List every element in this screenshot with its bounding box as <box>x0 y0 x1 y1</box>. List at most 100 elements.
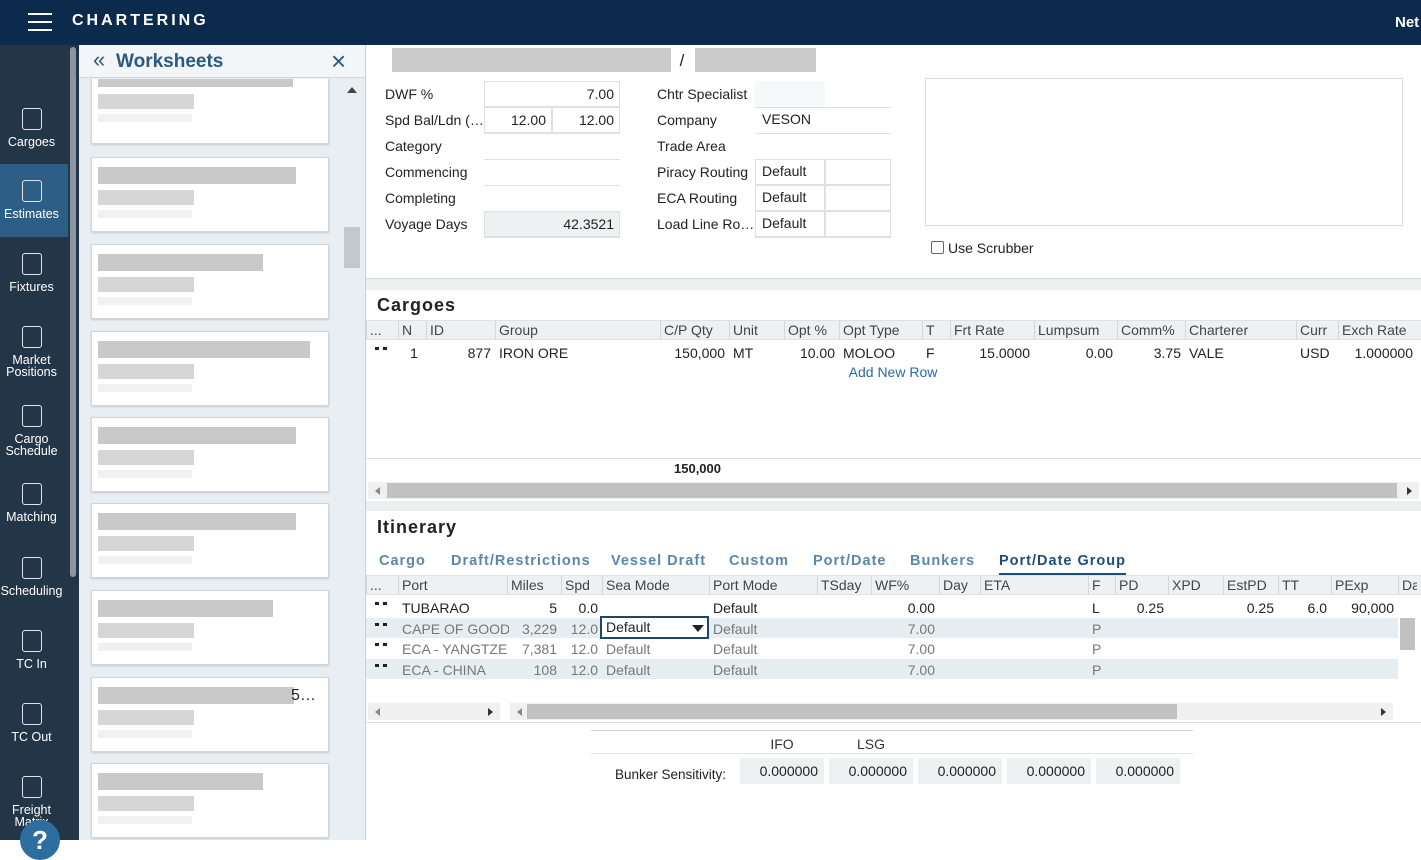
tab[interactable]: Custom <box>729 553 789 569</box>
col-divider <box>922 321 923 339</box>
nav-icon <box>22 703 42 725</box>
row-menu[interactable] <box>375 602 387 606</box>
scroll-arrow[interactable] <box>1407 487 1412 495</box>
nav-label[interactable]: Matching <box>6 510 57 524</box>
tab[interactable]: Port/Date Group <box>999 551 1126 575</box>
nav-label[interactable]: Market Positions <box>6 353 57 379</box>
ws-card[interactable] <box>91 417 329 492</box>
bunker-input[interactable] <box>918 758 1002 784</box>
bunker-input[interactable] <box>1096 758 1180 784</box>
dropdown[interactable] <box>600 616 709 639</box>
nav-label[interactable]: TC Out <box>11 730 52 744</box>
bunker-input[interactable] <box>829 758 913 784</box>
column-header: ... <box>370 577 382 593</box>
redacted <box>98 94 194 109</box>
nav-label[interactable]: Cargoes <box>7 135 56 149</box>
bunker-label: Bunker Sensitivity: <box>614 767 726 782</box>
row-menu[interactable] <box>375 663 387 668</box>
help-button[interactable]: ? <box>20 820 60 860</box>
ws-card[interactable] <box>91 244 329 319</box>
cell: 108 <box>533 661 557 678</box>
input-box[interactable] <box>484 107 552 133</box>
input-box[interactable] <box>755 185 825 211</box>
scroll-arrow[interactable] <box>375 487 380 495</box>
ws-card[interactable] <box>91 79 329 144</box>
notes-box[interactable] <box>925 78 1403 226</box>
dropdown-value: Default <box>606 619 651 635</box>
scroll-arrow[interactable] <box>375 708 380 716</box>
col-divider <box>1338 321 1339 339</box>
bunker-input[interactable] <box>1007 758 1091 784</box>
checkbox[interactable] <box>931 241 944 254</box>
ws-card[interactable] <box>91 503 329 578</box>
cell: USD <box>1300 345 1330 361</box>
ws-card[interactable] <box>91 157 329 232</box>
redacted <box>98 450 194 465</box>
nav-label[interactable]: Fixtures <box>9 280 54 294</box>
user-name[interactable]: Net <box>1395 14 1420 31</box>
nav-label[interactable]: TC In <box>16 657 47 671</box>
col-divider <box>950 321 951 339</box>
tab[interactable]: Vessel Draft <box>611 553 707 569</box>
vscroll-thumb[interactable] <box>1400 618 1415 650</box>
input-box[interactable] <box>825 159 891 185</box>
close-button[interactable]: × <box>331 46 347 76</box>
col-divider <box>366 321 367 339</box>
add-row-link[interactable]: Add New Row <box>848 364 938 380</box>
input-box[interactable] <box>755 159 825 185</box>
bunker-header: IFO <box>770 736 794 752</box>
field-value: VESON <box>762 111 812 127</box>
section-title: Itinerary <box>377 517 458 537</box>
ws-scroll-up[interactable] <box>347 87 357 93</box>
input-box[interactable] <box>825 211 891 237</box>
column-header: Spd <box>565 577 590 593</box>
ws-card[interactable] <box>91 331 329 406</box>
row-line <box>484 133 620 134</box>
input-box[interactable] <box>755 81 825 107</box>
cell: 15.0000 <box>979 345 1030 361</box>
scroll-arrow[interactable] <box>517 708 522 716</box>
scroll-track[interactable] <box>368 703 500 720</box>
scroll-thumb[interactable] <box>387 483 1397 498</box>
menu-button[interactable] <box>28 13 52 31</box>
nav-label[interactable]: Cargo Schedule <box>5 432 58 458</box>
bunker-input[interactable] <box>740 758 824 784</box>
scroll-arrow[interactable] <box>488 708 493 716</box>
section-divider <box>366 278 1421 290</box>
col-divider <box>817 576 818 594</box>
nav-label[interactable]: Estimates <box>4 207 59 221</box>
ws-card[interactable]: 5… <box>91 677 329 752</box>
title-separator: / <box>679 51 685 70</box>
nav-label[interactable]: Scheduling <box>0 584 63 598</box>
row-menu[interactable] <box>375 622 387 627</box>
col-divider <box>398 576 399 594</box>
tab[interactable]: Draft/Restrictions <box>451 553 591 569</box>
row-menu[interactable] <box>375 643 387 647</box>
cell: Default <box>713 600 758 616</box>
ws-card[interactable] <box>91 763 329 838</box>
nav-active-bg <box>0 164 68 237</box>
input-box[interactable] <box>755 211 825 237</box>
scroll-thumb[interactable] <box>527 704 1177 719</box>
cell: ECA - YANGTZE <box>402 641 508 657</box>
tab[interactable]: Port/Date <box>813 553 887 569</box>
ws-list: 5… <box>79 79 365 840</box>
bunker-value: 0.000000 <box>1115 763 1174 779</box>
ws-card[interactable] <box>91 590 329 665</box>
column-header: ETA <box>984 577 1011 593</box>
nav-icon <box>22 108 42 130</box>
col-divider <box>871 576 872 594</box>
col-divider <box>709 576 710 594</box>
input-box[interactable] <box>484 81 620 107</box>
ws-scroll-thumb[interactable] <box>344 227 360 268</box>
input-box[interactable] <box>825 185 891 211</box>
tab[interactable]: Cargo <box>379 553 426 569</box>
input-box[interactable] <box>552 107 620 133</box>
col-divider <box>1168 576 1169 594</box>
input-box[interactable] <box>484 211 620 237</box>
scroll-arrow[interactable] <box>1381 708 1386 716</box>
tab[interactable]: Bunkers <box>910 553 976 569</box>
redacted <box>98 556 192 564</box>
row-menu[interactable] <box>375 347 387 351</box>
redacted <box>98 384 192 392</box>
